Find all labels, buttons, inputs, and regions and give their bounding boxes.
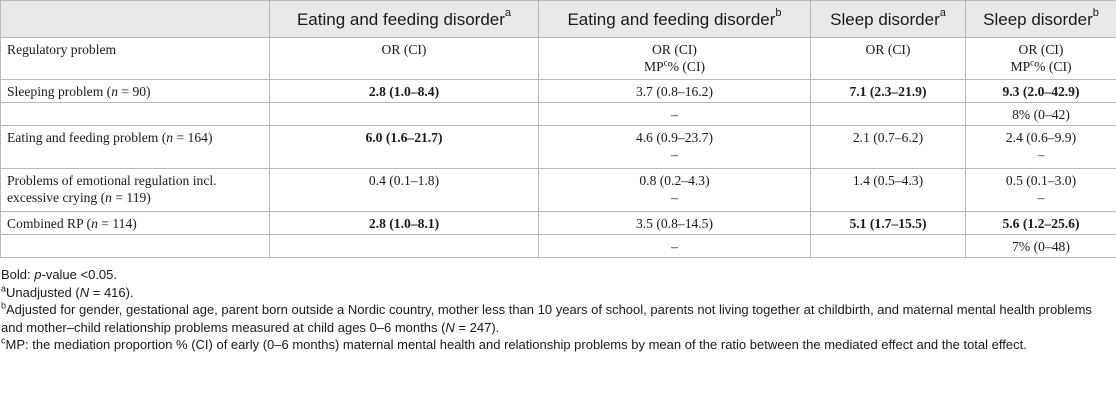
cell-value: 3.5 (0.8–14.5) xyxy=(538,211,811,235)
table-row: Eating and feeding problem (n = 164) 6.0… xyxy=(0,125,1116,169)
cell-value: 2.8 (1.0–8.4) xyxy=(269,79,539,103)
row-label: Problems of emotional regulation incl. ex… xyxy=(0,168,270,212)
table-row-mp: – 7% (0–48) xyxy=(0,234,1116,258)
cell-mp: 7% (0–48) xyxy=(965,234,1116,258)
results-table-figure: Eating and feeding disordera Eating and … xyxy=(0,0,1116,354)
cell-empty xyxy=(810,102,966,126)
footnote-c: cMP: the mediation proportion % (CI) of … xyxy=(1,335,1027,352)
subheader-row: Regulatory problem OR (CI) OR (CI) MPc% (… xyxy=(0,37,1116,80)
cell-value: 0.5 (0.1–3.0) – xyxy=(965,168,1116,212)
row-label: Combined RP (n = 114) xyxy=(0,211,270,235)
header-sleep-unadjusted: Sleep disordera xyxy=(810,0,966,38)
header-sleep-adjusted: Sleep disorderb xyxy=(965,0,1116,38)
row-label: Eating and feeding problem (n = 164) xyxy=(0,125,270,169)
footnote-b: bAdjusted for gender, gestational age, p… xyxy=(1,300,1092,335)
table-row: Sleeping problem (n = 90) 2.8 (1.0–8.4) … xyxy=(0,79,1116,103)
subheader-or-ci-mp: OR (CI) MPc% (CI) xyxy=(538,37,811,80)
subheader-or-ci: OR (CI) xyxy=(810,37,966,80)
cell-value: 2.4 (0.6–9.9) – xyxy=(965,125,1116,169)
table-row-mp: – 8% (0–42) xyxy=(0,102,1116,126)
table-footnotes: Bold: p-value <0.05. aUnadjusted (N = 41… xyxy=(0,258,1116,354)
row-label-empty xyxy=(0,234,270,258)
odds-ratio-table: Eating and feeding disordera Eating and … xyxy=(0,0,1116,258)
subheader-or-ci: OR (CI) xyxy=(269,37,539,80)
cell-value: 6.0 (1.6–21.7) xyxy=(269,125,539,169)
footnote-bold: Bold: p-value <0.05. xyxy=(1,267,118,282)
cell-value: 5.1 (1.7–15.5) xyxy=(810,211,966,235)
subheader-label: Regulatory problem xyxy=(0,37,270,80)
cell-value: 3.7 (0.8–16.2) xyxy=(538,79,811,103)
header-eating-unadjusted: Eating and feeding disordera xyxy=(269,0,539,38)
cell-empty xyxy=(810,234,966,258)
cell-value: 1.4 (0.5–4.3) xyxy=(810,168,966,212)
cell-value: 0.8 (0.2–4.3) – xyxy=(538,168,811,212)
cell-value: 2.8 (1.0–8.1) xyxy=(269,211,539,235)
table-row: Combined RP (n = 114) 2.8 (1.0–8.1) 3.5 … xyxy=(0,211,1116,235)
cell-value: 7.1 (2.3–21.9) xyxy=(810,79,966,103)
cell-mp: – xyxy=(538,102,811,126)
header-eating-adjusted: Eating and feeding disorderb xyxy=(538,0,811,38)
subheader-or-ci-mp: OR (CI) MPc% (CI) xyxy=(965,37,1116,80)
row-label-empty xyxy=(0,102,270,126)
cell-mp: – xyxy=(538,234,811,258)
cell-value: 9.3 (2.0–42.9) xyxy=(965,79,1116,103)
cell-empty xyxy=(269,102,539,126)
cell-value: 2.1 (0.7–6.2) xyxy=(810,125,966,169)
cell-value: 4.6 (0.9–23.7) – xyxy=(538,125,811,169)
footnote-a: aUnadjusted (N = 416). xyxy=(1,283,134,300)
table-header-row: Eating and feeding disordera Eating and … xyxy=(0,0,1116,38)
cell-value: 0.4 (0.1–1.8) xyxy=(269,168,539,212)
header-empty xyxy=(0,0,270,38)
table-row: Problems of emotional regulation incl. ex… xyxy=(0,168,1116,212)
cell-mp: 8% (0–42) xyxy=(965,102,1116,126)
cell-value: 5.6 (1.2–25.6) xyxy=(965,211,1116,235)
row-label: Sleeping problem (n = 90) xyxy=(0,79,270,103)
cell-empty xyxy=(269,234,539,258)
